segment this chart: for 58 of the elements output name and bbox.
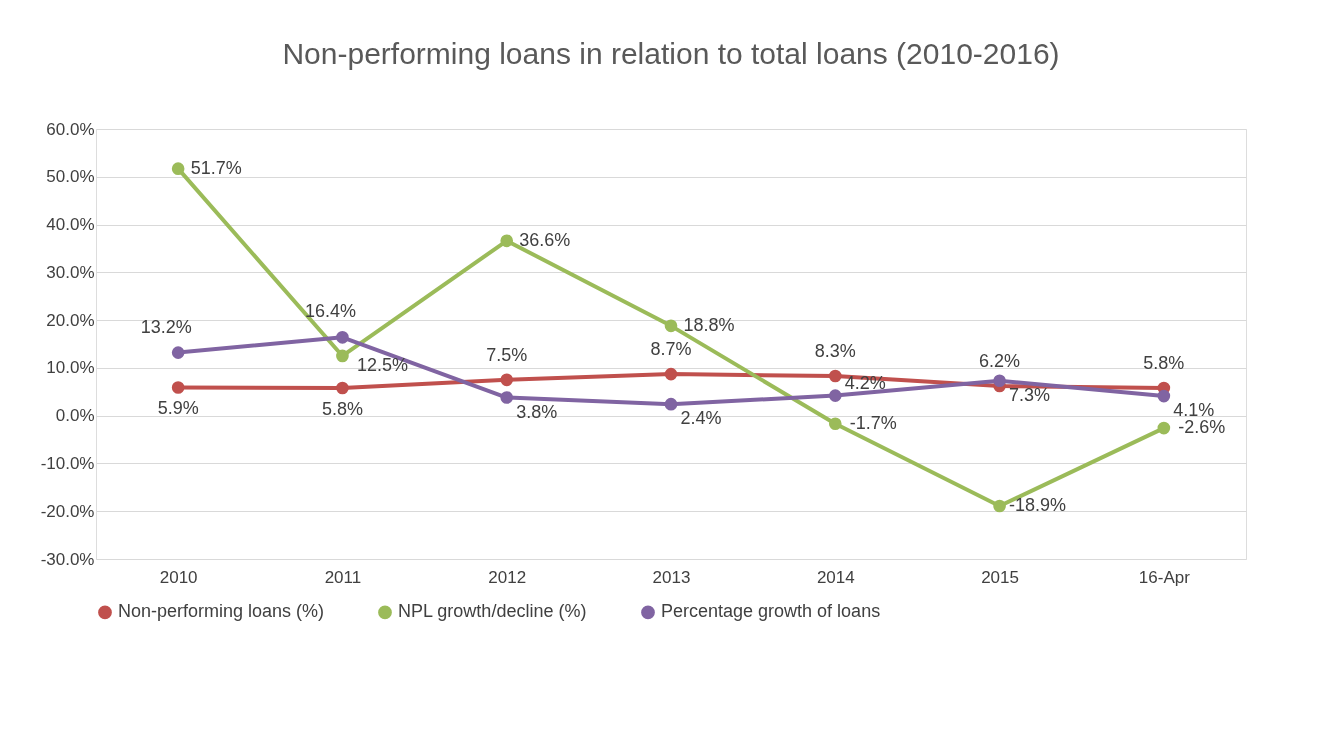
point xyxy=(500,234,514,248)
point xyxy=(993,499,1006,513)
data-label: 8.3% xyxy=(814,341,856,362)
point xyxy=(828,417,842,431)
y-tick-label: 40.0% xyxy=(46,215,95,235)
point xyxy=(171,162,185,175)
point xyxy=(336,381,349,395)
y-tick-label: -10.0% xyxy=(40,453,95,473)
data-label: -1.7% xyxy=(849,412,897,433)
point xyxy=(828,369,842,383)
data-label: 51.7% xyxy=(190,157,242,178)
point xyxy=(1157,389,1171,403)
point xyxy=(500,391,514,404)
y-tick-label: 50.0% xyxy=(46,167,95,187)
x-tick-label: 2015 xyxy=(981,567,1019,587)
data-label: 36.6% xyxy=(519,229,571,250)
legend-label: Non-performing loans (%) xyxy=(118,601,325,622)
point xyxy=(171,346,185,359)
data-label: 18.8% xyxy=(683,314,735,335)
point xyxy=(993,374,1006,388)
y-tick-label: -30.0% xyxy=(40,549,95,569)
legend-label: NPL growth/decline (%) xyxy=(398,601,587,622)
data-label: -18.9% xyxy=(1009,494,1067,515)
x-tick-label: 2011 xyxy=(324,567,362,587)
point xyxy=(336,331,349,344)
data-label: 5.8% xyxy=(321,398,363,419)
point xyxy=(828,389,842,402)
y-tick-label: 20.0% xyxy=(46,310,95,330)
point xyxy=(664,397,678,411)
y-tick-label: 0.0% xyxy=(55,406,95,426)
data-label: 12.5% xyxy=(356,354,408,375)
x-tick-label: 2014 xyxy=(816,567,855,587)
x-tick-label: 2012 xyxy=(488,567,527,587)
data-label: 13.2% xyxy=(140,316,192,337)
point xyxy=(500,373,514,387)
data-label: 5.8% xyxy=(1143,352,1185,373)
data-label: 16.4% xyxy=(304,301,356,322)
x-tick-label: 2010 xyxy=(159,567,198,587)
y-tick-label: 30.0% xyxy=(46,262,95,282)
data-label: 7.3% xyxy=(1009,384,1051,405)
data-label: 6.2% xyxy=(979,351,1021,372)
y-tick-label: -20.0% xyxy=(40,501,95,521)
data-label: 5.9% xyxy=(157,398,199,419)
point xyxy=(1157,421,1171,435)
data-label: 2.4% xyxy=(680,408,722,429)
y-tick-label: 10.0% xyxy=(46,358,95,378)
chart-title: Non-performing loans in relation to total loans (2010-2016) xyxy=(282,37,1060,70)
x-tick-label: 2013 xyxy=(652,567,691,587)
x-tick-label: 16-Apr xyxy=(1138,567,1191,587)
point xyxy=(664,367,678,381)
legend-label: Percentage growth of loans xyxy=(661,601,881,622)
data-label: 8.7% xyxy=(650,339,692,360)
point xyxy=(171,381,185,394)
point xyxy=(336,349,349,363)
point xyxy=(664,319,678,333)
data-label: 7.5% xyxy=(486,344,528,365)
y-tick-label: 60.0% xyxy=(46,119,95,139)
data-label: 3.8% xyxy=(516,401,558,422)
